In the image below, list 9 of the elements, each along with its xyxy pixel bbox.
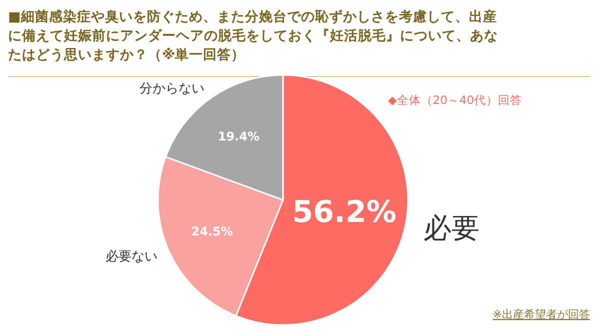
data-label: 19.4% bbox=[218, 129, 260, 144]
data-label: 56.2% bbox=[292, 194, 396, 230]
slice-label: 必要 bbox=[423, 211, 480, 244]
chart-title: ■細菌感染症や臭いを防ぐため、また分娩台での恥ずかしさを考慮して、出産に備えて妊娠前にアンダーヘアの脱毛をしておく『妊活脱毛』について、あなたはどう思いますか？（※単一回答） bbox=[8, 8, 499, 65]
slice-label: 分からない bbox=[140, 82, 205, 97]
text: ※出産希望者が回答 bbox=[492, 308, 590, 321]
text: ◆全体（20～40代）回答 bbox=[388, 93, 522, 107]
slice-label: 必要ない bbox=[106, 249, 158, 264]
data-label: 24.5% bbox=[191, 224, 233, 238]
